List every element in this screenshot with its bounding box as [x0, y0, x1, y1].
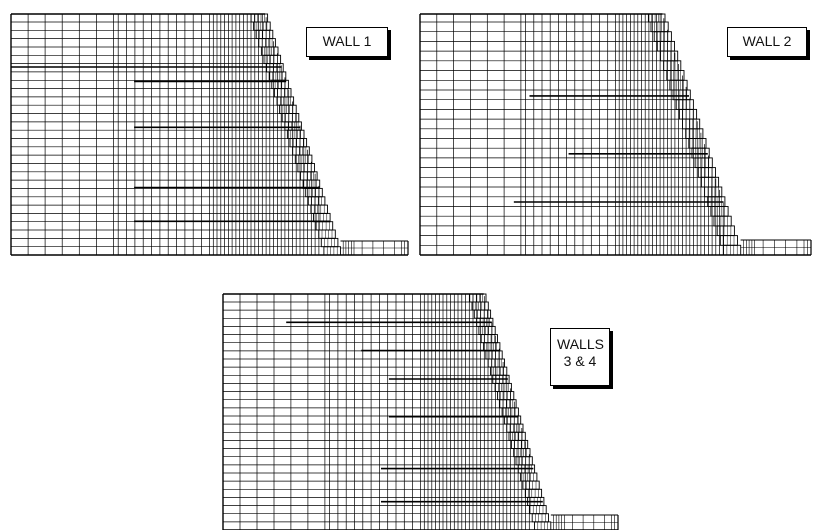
slope-step-element — [307, 196, 326, 206]
slope-step-element — [478, 325, 496, 335]
slope-step-element — [672, 89, 691, 101]
slope-step-element — [490, 366, 508, 376]
slope-step-element — [313, 212, 331, 223]
slope-step-element — [469, 293, 487, 303]
slope-step-element — [529, 505, 547, 515]
slope-step-element — [297, 163, 315, 173]
slope-step-element — [663, 60, 682, 71]
slope-step-element — [300, 171, 318, 181]
slope-step-element — [318, 229, 336, 239]
wall-1-mesh — [10, 13, 409, 256]
walls-3-4-mesh — [222, 293, 619, 530]
slope-step-element — [263, 54, 282, 65]
slope-step-element — [534, 521, 552, 530]
slope-step-element — [286, 129, 305, 139]
slope-step-element — [685, 128, 704, 139]
slope-step-element — [258, 38, 276, 48]
wall-1-label: WALL 1 — [306, 27, 388, 57]
slope-step-element — [323, 246, 341, 256]
slope-step-element — [653, 31, 672, 42]
slope-step-element — [292, 146, 310, 156]
slope-step-element — [723, 244, 742, 256]
wall-2-mesh — [419, 13, 812, 256]
walls-3-4-label: WALLS 3 & 4 — [550, 328, 610, 386]
slope-step-element — [305, 187, 323, 198]
slope-step-element — [276, 96, 295, 106]
slope-step-element — [508, 431, 526, 441]
slope-step-element — [650, 21, 669, 33]
slope-step-element — [499, 399, 517, 409]
slope-step-element — [250, 13, 269, 23]
slope-step-element — [279, 104, 297, 114]
walls-3-4-label-line-1: WALLS — [557, 336, 604, 352]
slope-step-element — [506, 423, 524, 433]
slope-step-element — [480, 334, 498, 344]
slope-step-element — [531, 513, 549, 523]
slope-step-element — [694, 157, 713, 169]
slope-step-element — [497, 391, 515, 401]
slope-step-element — [678, 108, 698, 120]
slope-step-element — [320, 237, 339, 248]
wall-1-label-line-1: WALL 1 — [322, 33, 372, 49]
walls-3-4-label-line-2: 3 & 4 — [563, 353, 597, 369]
slope-step-element — [666, 70, 685, 81]
slope-step-element — [520, 472, 538, 482]
slope-step-element — [524, 488, 543, 498]
slope-step-element — [713, 215, 732, 227]
slope-step-element — [487, 358, 505, 368]
wall-2-label-line-1: WALL 2 — [742, 33, 792, 49]
wall-2-label: WALL 2 — [727, 27, 807, 57]
slope-step-element — [284, 121, 302, 131]
slope-step-element — [253, 21, 271, 31]
